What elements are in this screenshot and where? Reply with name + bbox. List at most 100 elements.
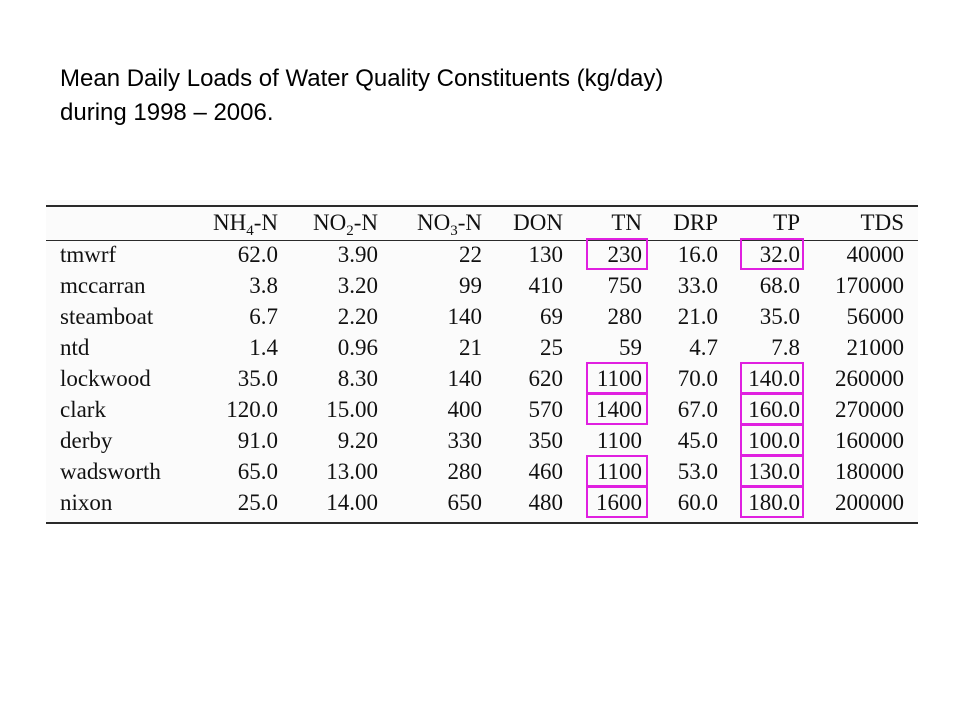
cell-drp: 53.0	[677, 459, 718, 484]
cell-drp: 45.0	[677, 428, 718, 453]
site-name: tmwrf	[60, 242, 117, 267]
cell-don: 410	[528, 273, 564, 298]
site-name: ntd	[60, 335, 90, 360]
header-ammonium: NH4-N	[212, 210, 278, 239]
cell-don: 620	[528, 366, 564, 391]
cell-tds: 180000	[835, 459, 904, 484]
header-suffix: -N	[253, 210, 278, 235]
cell-ammonium: 6.7	[249, 304, 278, 329]
cell-tn: 230	[607, 242, 643, 267]
cell-tp: 35.0	[759, 304, 800, 329]
cell-tp: 7.8	[771, 335, 800, 360]
site-name: nixon	[60, 490, 113, 515]
header-subscript: 4	[246, 223, 254, 239]
cell-tds: 56000	[846, 304, 905, 329]
cell-don: 460	[528, 459, 564, 484]
cell-don: 570	[528, 397, 564, 422]
cell-tn: 750	[607, 273, 643, 298]
cell-nitrate: 330	[447, 428, 483, 453]
cell-drp: 70.0	[677, 366, 718, 391]
cell-nitrate: 140	[447, 366, 483, 391]
cell-ammonium: 65.0	[237, 459, 278, 484]
cell-tp: 68.0	[759, 273, 800, 298]
cell-nitrite: 0.96	[337, 335, 378, 360]
table-bottom-rule	[46, 522, 918, 524]
cell-ammonium: 62.0	[237, 242, 278, 267]
cell-don: 480	[528, 490, 564, 515]
cell-tn: 280	[607, 304, 643, 329]
cell-tds: 260000	[835, 366, 904, 391]
cell-drp: 4.7	[689, 335, 718, 360]
cell-tds: 200000	[835, 490, 904, 515]
loads-table: NH4-N NO2-N NO3-N DON TN DRP TP TDS tmwrf 62.0 3.9…	[46, 200, 918, 524]
cell-nitrate: 280	[447, 459, 483, 484]
cell-ammonium: 91.0	[237, 428, 278, 453]
cell-tn: 1600	[596, 490, 642, 515]
cell-drp: 21.0	[677, 304, 718, 329]
table-header-rule	[46, 240, 918, 241]
header-tds: TDS	[861, 210, 904, 236]
cell-drp: 16.0	[677, 242, 718, 267]
cell-tp: 160.0	[748, 397, 800, 422]
cell-ammonium: 3.8	[249, 273, 278, 298]
header-text: DON	[513, 210, 563, 235]
cell-nitrate: 99	[459, 273, 482, 298]
site-name: lockwood	[60, 366, 151, 391]
header-subscript: 3	[450, 223, 458, 239]
cell-tp: 100.0	[748, 428, 800, 453]
cell-nitrite: 3.20	[337, 273, 378, 298]
cell-nitrite: 9.20	[337, 428, 378, 453]
header-nitrite: NO2-N	[312, 210, 378, 239]
table-top-rule	[46, 205, 918, 207]
cell-nitrite: 3.90	[337, 242, 378, 267]
cell-nitrate: 21	[459, 335, 482, 360]
header-text: TN	[611, 210, 642, 235]
cell-tn: 59	[619, 335, 642, 360]
cell-don: 69	[540, 304, 563, 329]
cell-don: 350	[528, 428, 564, 453]
cell-nitrate: 140	[447, 304, 483, 329]
cell-tds: 21000	[846, 335, 905, 360]
cell-nitrite: 8.30	[337, 366, 378, 391]
header-text: NO	[312, 210, 347, 235]
header-text: NO	[416, 210, 451, 235]
header-text: TP	[773, 210, 800, 235]
site-name: clark	[60, 397, 106, 422]
cell-tds: 170000	[835, 273, 904, 298]
cell-don: 25	[540, 335, 563, 360]
header-tn: TN	[611, 210, 642, 236]
header-nitrate: NO3-N	[416, 210, 482, 239]
title-line-1: Mean Daily Loads of Water Quality Consti…	[60, 65, 664, 92]
cell-nitrite: 15.00	[326, 397, 378, 422]
cell-tds: 160000	[835, 428, 904, 453]
cell-tds: 270000	[835, 397, 904, 422]
cell-nitrate: 650	[447, 490, 483, 515]
cell-tn: 1100	[596, 459, 642, 484]
cell-nitrate: 22	[459, 242, 482, 267]
cell-ammonium: 1.4	[249, 335, 278, 360]
site-name: steamboat	[60, 304, 154, 329]
site-name: mccarran	[60, 273, 146, 298]
header-text: DRP	[673, 210, 718, 235]
cell-drp: 67.0	[677, 397, 718, 422]
cell-nitrite: 2.20	[337, 304, 378, 329]
cell-tn: 1100	[596, 366, 642, 391]
header-subscript: 2	[346, 223, 354, 239]
cell-nitrite: 13.00	[326, 459, 378, 484]
cell-ammonium: 120.0	[226, 397, 278, 422]
cell-tn: 1400	[596, 397, 642, 422]
cell-tp: 140.0	[748, 366, 800, 391]
cell-nitrite: 14.00	[326, 490, 378, 515]
header-tp: TP	[773, 210, 800, 236]
cell-don: 130	[528, 242, 564, 267]
slide-title: Mean Daily Loads of Water Quality Consti…	[60, 62, 920, 130]
site-name: derby	[60, 428, 113, 453]
header-don: DON	[513, 210, 563, 236]
site-name: wadsworth	[60, 459, 161, 484]
header-text: NH	[212, 210, 247, 235]
cell-tp: 32.0	[759, 242, 800, 267]
cell-tp: 130.0	[748, 459, 800, 484]
cell-nitrate: 400	[447, 397, 483, 422]
cell-ammonium: 25.0	[237, 490, 278, 515]
cell-tn: 1100	[596, 428, 642, 453]
